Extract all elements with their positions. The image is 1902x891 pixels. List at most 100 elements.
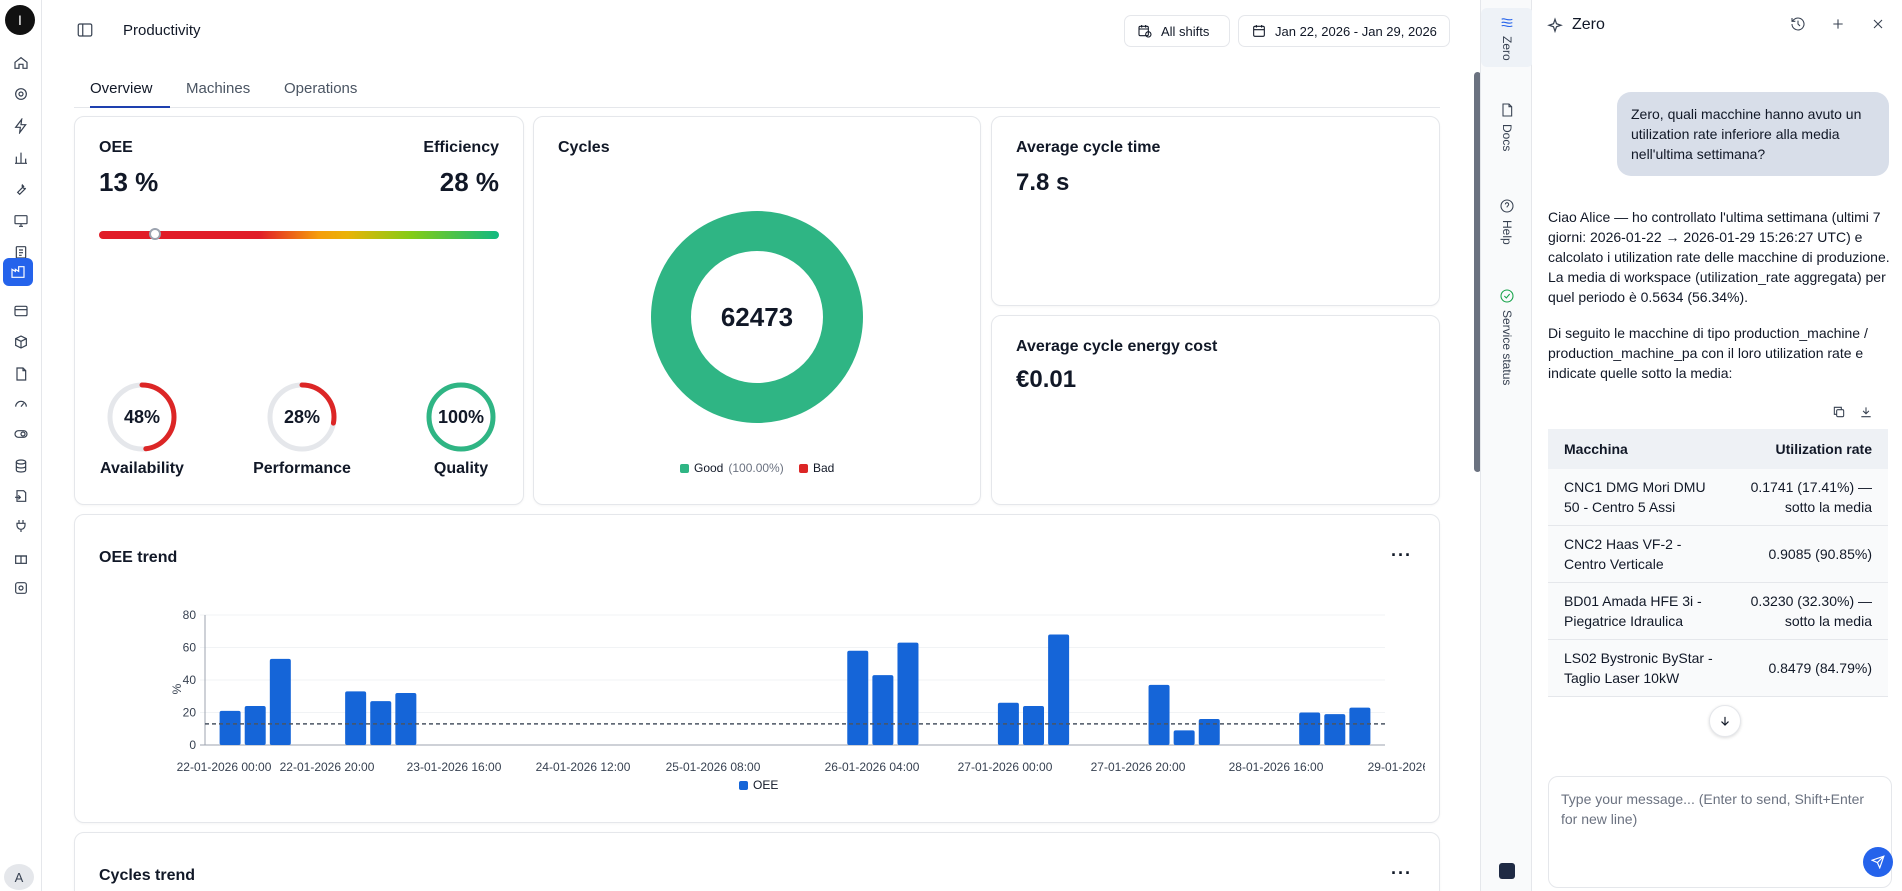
oee-bar [1148, 684, 1170, 745]
oee-bar [370, 701, 392, 745]
ring-performance: 28% [266, 381, 338, 453]
message-composer [1548, 776, 1893, 888]
help-icon [1500, 199, 1514, 213]
cell-machine: LS02 Bystronic ByStar - Taglio Laser 10k… [1564, 650, 1713, 686]
history-icon[interactable] [1790, 16, 1806, 32]
table-header-utilization: Utilization rate [1775, 441, 1872, 457]
oee-gauge-bar [99, 228, 499, 240]
oee-bar [1349, 707, 1371, 745]
table-row: BD01 Amada HFE 3i - Piegatrice Idraulica… [1548, 583, 1888, 640]
close-icon[interactable] [1870, 16, 1886, 32]
transfer-icon[interactable] [9, 484, 33, 508]
box-icon[interactable] [9, 330, 33, 354]
tab-machines[interactable]: Machines [186, 80, 251, 97]
message-input[interactable] [1561, 789, 1881, 849]
settings-cog-icon[interactable] [9, 576, 33, 600]
legend-good[interactable]: Good (100.00%) [680, 461, 784, 475]
avg-cycle-time-title: Average cycle time [1016, 139, 1161, 156]
x-tick-label: 27-01-2026 20:00 [1091, 760, 1186, 774]
cycles-trend-more-button[interactable]: ··· [1391, 863, 1412, 883]
oee-trend-title: OEE trend [99, 549, 178, 566]
cycles-card: Cycles 62473 Good (100.00%) Bad [533, 116, 981, 505]
workspace-logo[interactable]: I [5, 5, 35, 35]
check-circle-icon [1500, 289, 1514, 303]
shifts-filter-button[interactable]: All shifts [1124, 15, 1230, 47]
home-icon[interactable] [9, 51, 33, 75]
main-scrollbar[interactable] [1474, 72, 1481, 472]
monitor-icon[interactable] [9, 209, 33, 233]
x-tick-label: 22-01-2026 00:00 [177, 760, 272, 774]
wrench-icon[interactable] [9, 177, 33, 201]
send-button[interactable] [1863, 847, 1893, 877]
oee-value: 13 % [99, 167, 159, 197]
x-tick-label: 29-01-2026 16:00 [1368, 760, 1425, 774]
x-tick-label: 27-01-2026 00:00 [958, 760, 1053, 774]
tab-operations[interactable]: Operations [284, 80, 358, 97]
cell-machine: CNC2 Haas VF-2 - Centro Verticale [1564, 536, 1682, 572]
list-icon[interactable] [9, 299, 33, 323]
ring-label-performance: Performance [253, 460, 351, 477]
utilization-table: Macchina Utilization rate CNC1 DMG Mori … [1548, 429, 1888, 697]
legend-bad[interactable]: Bad [799, 461, 834, 475]
tab-bar: Overview Machines Operations [74, 70, 1440, 108]
user-avatar[interactable]: A [4, 864, 34, 890]
rail-tab-help-label: Help [1500, 220, 1514, 245]
copy-icon[interactable] [1832, 405, 1846, 419]
cell-utilization: 0.3230 (32.30%) — sotto la media [1750, 593, 1872, 629]
send-icon [1871, 855, 1885, 869]
avg-cycle-time-value: 7.8 s [1016, 169, 1070, 196]
bolt-icon[interactable] [9, 114, 33, 138]
table-row: LS02 Bystronic ByStar - Taglio Laser 10k… [1548, 640, 1888, 697]
oee-bar [345, 691, 367, 745]
x-tick-label: 28-01-2026 16:00 [1229, 760, 1324, 774]
y-tick-label: 40 [183, 673, 197, 687]
oee-bar [244, 706, 266, 745]
zero-badge-icon[interactable] [1499, 863, 1515, 879]
legend-oee-label: OEE [753, 778, 779, 792]
rail-tab-docs[interactable]: Docs [1481, 102, 1533, 151]
gauge-icon[interactable] [9, 392, 33, 416]
oee-bar [897, 642, 919, 745]
plus-icon[interactable] [1830, 16, 1846, 32]
efficiency-label: Efficiency [423, 139, 499, 156]
plug-icon[interactable] [9, 514, 33, 538]
rail-tab-zero[interactable]: Zero [1481, 8, 1533, 67]
x-tick-label: 25-01-2026 08:00 [666, 760, 761, 774]
cycles-donut [651, 211, 863, 423]
sparkles-icon [1547, 17, 1563, 34]
gear-icon[interactable] [9, 82, 33, 106]
database-icon[interactable] [9, 454, 33, 478]
oee-card: OEE 13 % Efficiency 28 % 48% Availability… [74, 116, 524, 505]
tab-overview[interactable]: Overview [90, 80, 170, 108]
cell-machine: BD01 Amada HFE 3i - Piegatrice Idraulica [1564, 593, 1702, 629]
download-icon[interactable] [1859, 405, 1873, 419]
y-tick-label: 20 [183, 706, 197, 720]
ring-quality: 100% [425, 381, 497, 453]
toggle-icon[interactable] [9, 422, 33, 446]
user-message: Zero, quali macchine hanno avuto un util… [1617, 92, 1889, 176]
avg-energy-cost-card: Average cycle energy cost €0.01 [991, 315, 1440, 505]
ring-availability: 48% [106, 381, 178, 453]
legend-good-label: Good [694, 461, 724, 475]
factory-chart-icon[interactable] [3, 258, 33, 286]
sidebar-toggle-icon[interactable] [76, 21, 94, 39]
oee-bar [997, 702, 1019, 745]
y-axis-label: % [170, 683, 184, 694]
document-icon[interactable] [9, 362, 33, 386]
good-swatch [680, 463, 689, 473]
rail-tab-help[interactable]: Help [1481, 198, 1533, 245]
scroll-down-button[interactable] [1709, 705, 1741, 737]
gift-icon[interactable] [9, 546, 33, 570]
oee-trend-more-button[interactable]: ··· [1391, 545, 1412, 565]
right-rail: Zero Docs Help Service status [1480, 0, 1533, 891]
y-tick-label: 0 [189, 738, 196, 752]
calendar-icon [1253, 25, 1265, 37]
table-row: CNC2 Haas VF-2 - Centro Verticale 0.9085 … [1548, 526, 1888, 583]
oee-label: OEE [99, 139, 133, 156]
legend-oee[interactable]: OEE [739, 778, 778, 792]
cell-utilization: 0.1741 (17.41%) — sotto la media [1750, 479, 1872, 515]
date-range-button[interactable]: Jan 22, 2026 - Jan 29, 2026 [1238, 15, 1450, 47]
x-tick-label: 23-01-2026 16:00 [407, 760, 502, 774]
rail-tab-service-status[interactable]: Service status [1481, 288, 1533, 385]
bar-chart-icon[interactable] [9, 146, 33, 170]
